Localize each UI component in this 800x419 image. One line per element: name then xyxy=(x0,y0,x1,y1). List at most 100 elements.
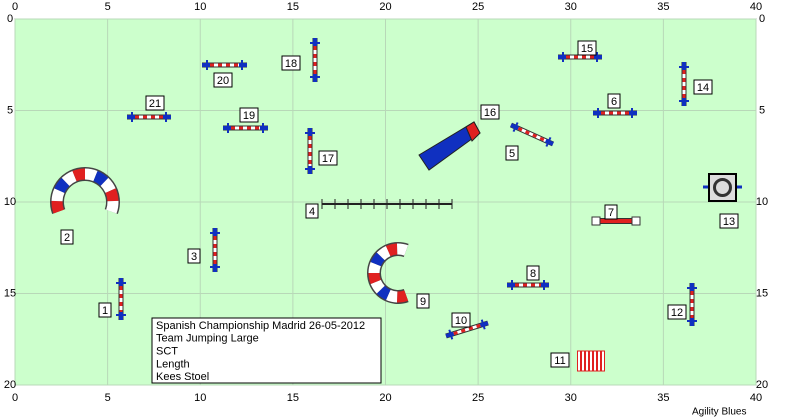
weave-pole xyxy=(577,350,581,372)
obstacle-label-box xyxy=(451,312,471,328)
y-tick-label: 20 xyxy=(4,379,16,391)
y-tick-label: 5 xyxy=(7,104,13,116)
x-tick-label: 0 xyxy=(12,1,18,13)
obstacle-label-box xyxy=(60,229,74,245)
obstacle-number: 2 xyxy=(64,232,70,244)
tunnel-segment xyxy=(51,200,64,214)
obstacle-number: 12 xyxy=(671,307,683,319)
tunnel-segment xyxy=(84,168,98,182)
weave-pole xyxy=(597,350,601,372)
tunnel-segment xyxy=(72,168,86,182)
obstacle-number: 16 xyxy=(484,107,496,119)
tunnel-segment xyxy=(396,243,409,256)
x-tick-label: 20 xyxy=(379,392,391,404)
obstacle-label-box xyxy=(526,265,540,281)
obstacle-number: 15 xyxy=(581,43,593,55)
y-tick-label: 5 xyxy=(759,104,765,116)
info-line: Kees Stoel xyxy=(156,371,209,383)
weave-pole xyxy=(593,350,597,372)
jump-wing xyxy=(448,329,454,340)
tunnel-segment xyxy=(376,246,391,261)
y-tick-label: 15 xyxy=(4,287,16,299)
wing xyxy=(591,216,601,226)
obstacle-number: 4 xyxy=(309,206,315,218)
obstacle-label-box xyxy=(550,352,570,368)
tunnel-segment xyxy=(396,290,409,303)
obstacle-label-box xyxy=(505,145,519,161)
info-line: Length xyxy=(156,358,190,370)
y-tick-label: 15 xyxy=(756,287,768,299)
obstacle-number: 19 xyxy=(243,110,255,122)
obstacle-number: 8 xyxy=(530,268,536,280)
obstacle-label-box xyxy=(607,93,621,109)
x-tick-label: 5 xyxy=(105,392,111,404)
tunnel-segment xyxy=(93,170,109,186)
obstacle-number: 3 xyxy=(191,251,197,263)
info-line: SCT xyxy=(156,346,178,358)
tunnel-segment xyxy=(376,285,391,300)
x-tick-label: 35 xyxy=(657,392,669,404)
x-tick-label: 35 xyxy=(657,1,669,13)
obstacle-label-box xyxy=(305,203,319,219)
obstacle-number: 9 xyxy=(420,296,426,308)
obstacle-number: 7 xyxy=(608,207,614,219)
tunnel-segment xyxy=(368,272,381,285)
obstacle-label-box xyxy=(577,40,597,56)
obstacle-label-box xyxy=(98,302,112,318)
jump-wing xyxy=(480,319,486,330)
obstacle-label-box xyxy=(693,79,713,95)
y-tick-label: 10 xyxy=(4,196,16,208)
y-tick-label: 0 xyxy=(759,13,765,25)
obstacle-number: 6 xyxy=(611,96,617,108)
x-tick-label: 0 xyxy=(12,392,18,404)
obstacle-label-box xyxy=(145,95,165,111)
obstacle-number: 21 xyxy=(149,98,161,110)
obstacle-label-box xyxy=(719,213,739,229)
weave-pole xyxy=(589,350,593,372)
weave-pole xyxy=(585,350,589,372)
obstacle-number: 11 xyxy=(554,355,565,367)
obstacle-number: 1 xyxy=(102,305,108,317)
x-tick-label: 10 xyxy=(194,1,206,13)
obstacle-label-box xyxy=(318,150,338,166)
obstacle-number: 10 xyxy=(455,315,467,327)
tunnel-segment xyxy=(386,243,398,257)
y-tick-label: 0 xyxy=(7,13,13,25)
x-tick-label: 15 xyxy=(287,392,299,404)
tunnel-segment xyxy=(370,279,385,294)
obstacle-label-box xyxy=(213,72,233,88)
a-frame-contact xyxy=(465,121,481,142)
obstacle-label-box xyxy=(667,304,687,320)
x-tick-label: 25 xyxy=(472,1,484,13)
x-tick-label: 5 xyxy=(105,1,111,13)
obstacle-label-box xyxy=(187,248,201,264)
tunnel-segment xyxy=(368,261,381,274)
weave-pole xyxy=(581,350,585,372)
obstacle-label-box xyxy=(239,107,259,123)
tunnel-segment xyxy=(106,200,119,214)
tunnel-segment xyxy=(386,289,398,303)
tunnel-segment xyxy=(100,177,116,194)
x-tick-label: 30 xyxy=(565,1,577,13)
wing xyxy=(631,216,641,226)
obstacle-label-box xyxy=(281,55,301,71)
x-tick-label: 40 xyxy=(750,1,762,13)
obstacle-label-box xyxy=(604,204,618,220)
obstacle-number: 20 xyxy=(217,75,229,87)
x-tick-label: 30 xyxy=(565,392,577,404)
obstacle-label-box xyxy=(480,104,500,120)
y-tick-label: 20 xyxy=(756,379,768,391)
tunnel-segment xyxy=(54,177,70,194)
jump-wing xyxy=(512,122,519,133)
obstacle-number: 18 xyxy=(285,58,297,70)
info-text: Spanish Championship Madrid 26-05-2012Te… xyxy=(156,320,365,383)
obstacle-number: 17 xyxy=(322,153,334,165)
x-tick-label: 10 xyxy=(194,392,206,404)
obstacle-label-box xyxy=(416,293,430,309)
weave-pole xyxy=(601,350,605,372)
tunnel-segment xyxy=(51,188,65,202)
x-tick-label: 40 xyxy=(750,392,762,404)
